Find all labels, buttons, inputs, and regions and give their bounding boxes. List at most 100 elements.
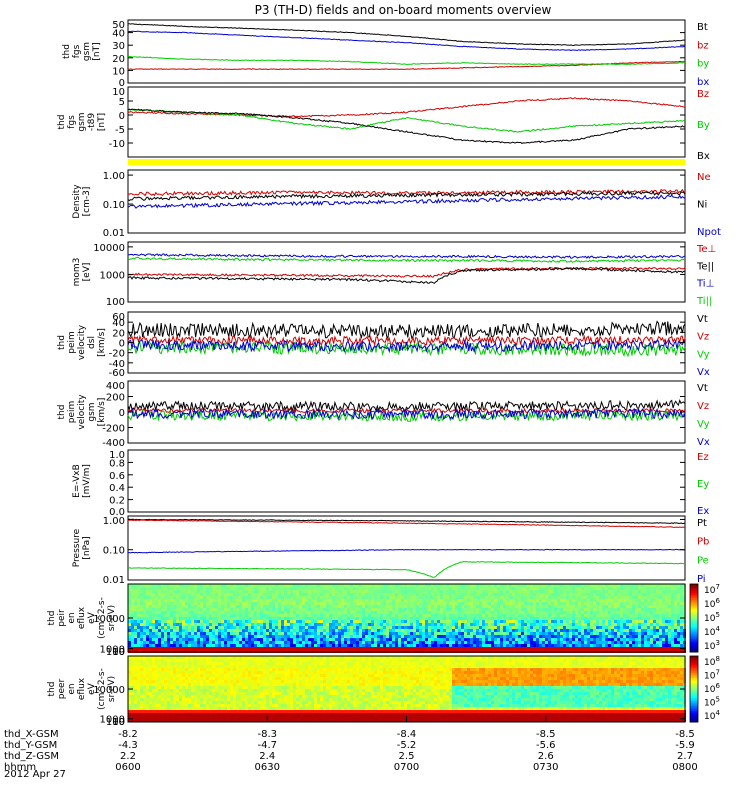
y-tick-label: 60: [112, 312, 125, 323]
y-axis-label: sr-eV): [107, 605, 117, 631]
series-line-Vx: [127, 338, 686, 354]
series-line-Ni: [127, 190, 686, 202]
y-axis-label: sr-eV): [107, 676, 117, 702]
colorbar-tick: 105: [704, 611, 720, 624]
y-tick-label: 5: [119, 97, 125, 108]
legend-entry-Ex: Ex: [697, 506, 709, 517]
y-axis-label: eflux: [77, 677, 87, 700]
legend-entry-Te⊥: Te⊥: [696, 244, 716, 255]
legend-entry-Npot: Npot: [697, 227, 721, 238]
panel-density: 0.01 0.10 1.00 Density [cm-3] Ne Ni Npot: [72, 169, 721, 239]
x-axis-value: 0800: [672, 762, 697, 773]
x-axis-value: 0730: [533, 762, 558, 773]
figure-title: P3 (TH-D) fields and on-board moments ov…: [255, 3, 552, 17]
y-tick-label: -5: [115, 125, 125, 136]
y-tick-label: 0: [119, 408, 125, 419]
y-tick-label: 0: [119, 111, 125, 122]
y-axis-label: [cm-3]: [82, 187, 92, 217]
x-axis-annotation: thd_X-GSM -8.2 -8.3 -8.4 -8.5 -8.5 thd_Y-GSM -4…: [4, 716, 698, 773]
y-axis-label: thd: [47, 611, 57, 626]
x-axis-value: -8.2: [118, 729, 138, 740]
colorbar-frame: [689, 583, 699, 653]
y-axis-label: thd: [57, 405, 67, 420]
y-tick-label: 1000: [100, 270, 125, 281]
y-axis-label: [eV]: [82, 263, 92, 282]
y-tick-label: 10: [112, 87, 125, 98]
colorbar-tick: 105: [704, 696, 720, 709]
y-axis-label: thd: [57, 335, 67, 350]
y-tick-label: 10000: [93, 243, 125, 254]
legend-entry-Te||: Te||: [696, 261, 714, 272]
legend-entry-by: by: [697, 59, 709, 70]
series-line-Bx: [127, 108, 686, 144]
x-axis-value: 0630: [255, 762, 280, 773]
plot-frame: [127, 515, 686, 581]
y-axis-label: peim: [67, 331, 77, 354]
legend-entry-Bt: Bt: [697, 22, 708, 33]
x-axis-value: 0700: [394, 762, 419, 773]
series-line-Te⊥: [128, 266, 686, 278]
y-axis-label: -t89: [87, 113, 97, 132]
legend-entry-Pb: Pb: [697, 537, 709, 548]
colorbar-tick: 107: [704, 669, 720, 682]
series-line-bx: [128, 30, 685, 52]
colorbar-frame: [689, 655, 699, 723]
legend-entry-Pi: Pi: [697, 574, 706, 585]
y-axis-label: thd: [47, 682, 57, 697]
y-axis-label: peer: [57, 678, 67, 699]
legend-entry-Ti⊥: Ti⊥: [696, 279, 714, 290]
x-axis-value: -5.6: [536, 740, 556, 751]
y-tick-label: 10: [112, 717, 125, 728]
y-tick-label: 0: [119, 78, 125, 89]
panel-efield: 0.00.2 0.40.6 0.81.0 E=-VxB [mV/m] Ez Ey Ex: [72, 449, 709, 518]
y-axis-label: thd: [57, 115, 67, 130]
y-axis-label: E=-VxB: [72, 464, 82, 498]
y-tick-label: 40: [112, 318, 125, 329]
series-line-By: [127, 108, 686, 133]
y-tick-label: 0: [119, 339, 125, 350]
y-tick-label: -20: [109, 349, 125, 360]
legend-entry-Vy: Vy: [697, 349, 710, 360]
y-tick-label: 1.00: [103, 171, 125, 182]
legend-entry-Ni: Ni: [697, 200, 707, 211]
y-axis-label: eV: [87, 682, 97, 695]
y-axis-label: (cm^2-s-: [97, 597, 107, 639]
y-axis-label: gsm: [77, 112, 87, 131]
y-axis-label: [nT]: [97, 113, 107, 131]
y-tick-label: 1000: [100, 645, 125, 656]
y-tick-label: 1.00: [103, 516, 125, 527]
y-tick-label: 0.10: [103, 200, 125, 211]
series-line-by: [127, 55, 686, 65]
y-tick-label: 10: [112, 66, 125, 77]
y-axis-label: gsm: [82, 42, 92, 61]
x-axis-row-label: thd_Y-GSM: [4, 740, 57, 751]
y-tick-label: 0.4: [109, 483, 125, 494]
y-axis-label: [nT]: [92, 42, 102, 60]
y-tick-label: 1.0: [109, 450, 125, 461]
y-tick-label: 30: [112, 41, 125, 52]
y-axis-label: en: [67, 612, 77, 623]
y-axis-label: peim: [67, 401, 77, 424]
plot-frame: [127, 241, 686, 303]
legend-entry-Vt: Vt: [697, 314, 708, 325]
y-tick-label: -200: [102, 424, 125, 435]
y-axis-label: [km/s]: [97, 398, 107, 427]
legend-entry-Ti||: Ti||: [696, 296, 712, 307]
colorbar-tick: 106: [704, 682, 720, 695]
plot-frame: [127, 449, 686, 513]
flag-bar: [128, 159, 685, 165]
x-axis-row-label: thd_X-GSM: [4, 729, 59, 740]
series-line-Vt: [127, 320, 686, 340]
colorbar-tick: 104: [704, 709, 720, 722]
y-axis-label: [nPa]: [82, 536, 92, 559]
x-axis-value: 2.4: [259, 751, 275, 762]
series-line-Npot: [127, 194, 686, 209]
y-tick-label: -10: [109, 139, 125, 150]
y-axis-label: dsl: [87, 336, 97, 349]
y-axis-label: fgs: [72, 44, 82, 58]
y-tick-label: -400: [102, 438, 125, 449]
legend-entry-Vx: Vx: [697, 367, 710, 378]
legend-entry-By: By: [697, 120, 710, 131]
